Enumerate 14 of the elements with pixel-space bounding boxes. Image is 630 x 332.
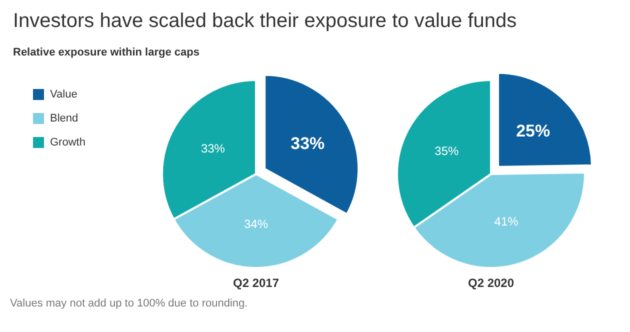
data-label: 35% — [434, 144, 460, 158]
slice-label: Q2 2017 — [232, 276, 280, 290]
data-label: 33% — [290, 134, 325, 153]
legend-label: Blend — [50, 112, 78, 124]
data-label: 25% — [516, 122, 550, 141]
chart-title: Investors have scaled back their exposure to value funds — [13, 10, 517, 32]
data-label: 41% — [494, 214, 519, 229]
data-label: 34% — [244, 217, 268, 231]
slice-label: Q2 2020 — [468, 276, 514, 290]
data-label: 33% — [200, 142, 226, 156]
legend-label: Growth — [50, 136, 86, 148]
legend-label: Value — [50, 88, 78, 100]
chart-subtitle: Relative exposure within large caps — [13, 46, 200, 58]
text: Values may not add up to 100% due to rounding. — [10, 298, 248, 310]
